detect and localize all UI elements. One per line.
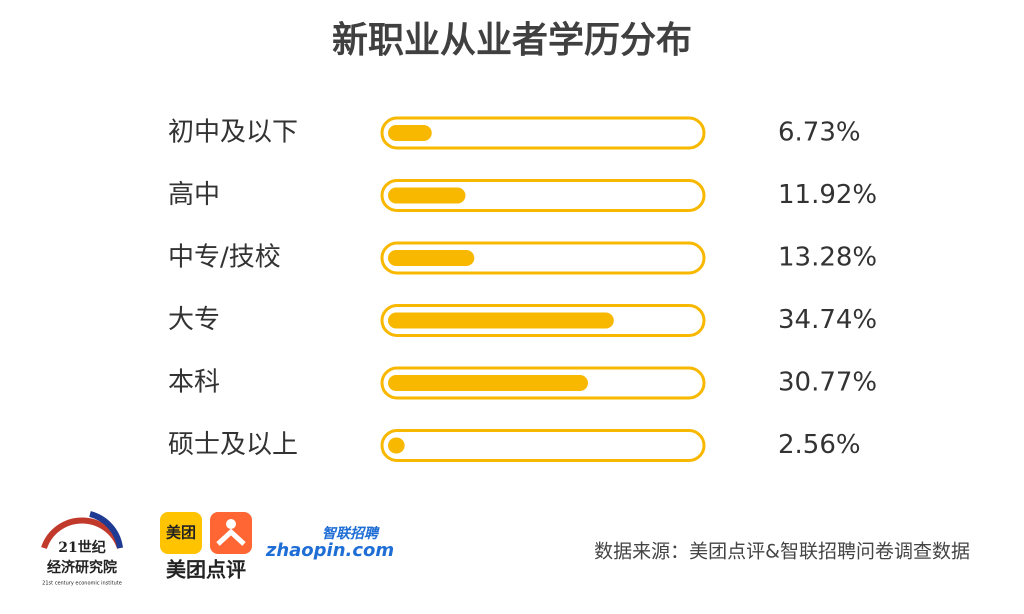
logo-text: 美团 — [166, 524, 196, 542]
bar — [388, 250, 475, 266]
bar — [388, 312, 614, 329]
logo-icon — [226, 519, 236, 529]
bar-track — [380, 429, 706, 462]
logo-text: 智联招聘 — [322, 525, 380, 542]
logo-icon — [216, 528, 246, 546]
logo-arc — [89, 511, 123, 549]
logo-text: 经济研究院 — [47, 559, 117, 576]
category-label: 硕士及以上 — [168, 430, 298, 460]
logo-text: zhaopin.com — [265, 540, 394, 561]
bar-track — [380, 179, 706, 212]
logo-meituan: 美团 美团点评 — [160, 512, 252, 582]
category-label: 中专/技校 — [168, 243, 281, 273]
logo-text: 21世纪 — [58, 539, 105, 556]
category-label: 初中及以下 — [168, 118, 298, 148]
category-label: 本科 — [168, 368, 220, 398]
bar-track — [380, 116, 706, 150]
value-label: 11.92% — [778, 180, 877, 210]
value-label: 30.77% — [778, 368, 877, 398]
bar — [388, 375, 589, 391]
value-label: 6.73% — [778, 118, 861, 148]
bar — [388, 125, 432, 141]
logo-box — [160, 512, 202, 554]
category-label: 高中 — [168, 180, 220, 210]
logo-text: 美团点评 — [166, 558, 246, 582]
logo-text: 21st century economic institute — [42, 581, 122, 587]
logo-zhaopin: 智联招聘 zhaopin.com — [265, 525, 394, 561]
chart-title: 新职业从业者学历分布 — [332, 19, 692, 61]
value-label: 34.74% — [778, 305, 877, 335]
bar — [388, 187, 466, 204]
category-label: 大专 — [168, 305, 220, 335]
value-label: 2.56% — [778, 430, 861, 460]
logo-institute: 21世纪 经济研究院 21st century economic institu… — [41, 511, 123, 587]
source-note: 数据来源：美团点评&智联招聘问卷调查数据 — [594, 541, 970, 563]
value-label: 13.28% — [778, 243, 877, 273]
bar — [388, 437, 405, 454]
